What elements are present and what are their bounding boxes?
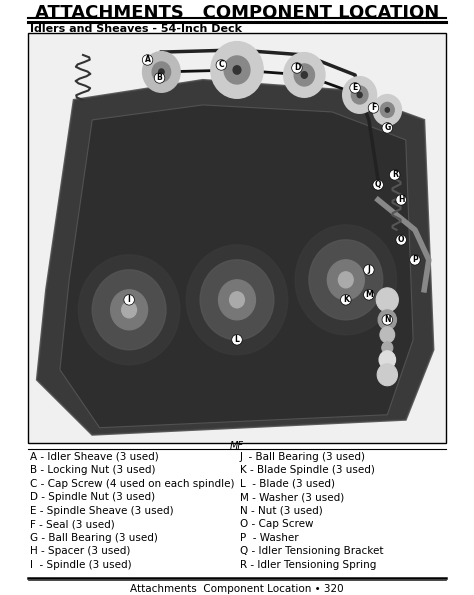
Circle shape (357, 92, 362, 98)
Circle shape (328, 260, 364, 300)
Text: M - Washer (3 used): M - Washer (3 used) (240, 492, 344, 502)
Text: L  - Blade (3 used): L - Blade (3 used) (240, 479, 335, 488)
Text: I: I (128, 295, 130, 304)
Circle shape (78, 255, 180, 365)
Circle shape (219, 280, 255, 320)
Text: O - Cap Screw: O - Cap Screw (240, 519, 313, 529)
Text: H - Spacer (3 used): H - Spacer (3 used) (29, 546, 130, 556)
Text: A: A (145, 55, 150, 64)
Circle shape (374, 95, 401, 125)
Circle shape (224, 56, 250, 84)
Text: I  - Spindle (3 used): I - Spindle (3 used) (29, 560, 131, 569)
Circle shape (338, 272, 353, 288)
Circle shape (380, 327, 395, 343)
Circle shape (343, 77, 376, 113)
Circle shape (309, 240, 383, 320)
Circle shape (295, 225, 397, 335)
Text: A - Idler Sheave (3 used): A - Idler Sheave (3 used) (29, 452, 158, 462)
Polygon shape (60, 105, 413, 428)
Text: E - Spindle Sheave (3 used): E - Spindle Sheave (3 used) (29, 506, 173, 516)
Text: H: H (398, 195, 404, 204)
Circle shape (152, 62, 171, 82)
Text: Attachments  Component Location • 320: Attachments Component Location • 320 (130, 584, 344, 594)
Circle shape (200, 260, 274, 340)
Text: N: N (384, 315, 391, 324)
Circle shape (351, 86, 368, 104)
Text: B - Locking Nut (3 used): B - Locking Nut (3 used) (29, 465, 155, 475)
Text: L: L (235, 336, 239, 345)
Text: D - Spindle Nut (3 used): D - Spindle Nut (3 used) (29, 492, 155, 502)
Text: N - Nut (3 used): N - Nut (3 used) (240, 506, 322, 516)
Text: J: J (367, 265, 370, 274)
Bar (27, 33, 447, 443)
Circle shape (143, 52, 180, 92)
Circle shape (233, 66, 241, 74)
Text: M: M (365, 290, 373, 299)
Circle shape (301, 71, 307, 79)
Text: R: R (392, 170, 398, 179)
Text: MF: MF (230, 441, 244, 451)
Circle shape (294, 64, 314, 86)
Text: C - Cap Screw (4 used on each spindle): C - Cap Screw (4 used on each spindle) (29, 479, 234, 488)
Text: F: F (371, 104, 376, 112)
Circle shape (385, 108, 389, 112)
Polygon shape (37, 80, 433, 435)
Text: D: D (294, 64, 300, 73)
Text: B: B (157, 73, 163, 83)
Text: G - Ball Bearing (3 used): G - Ball Bearing (3 used) (29, 533, 157, 543)
Circle shape (110, 290, 147, 330)
Circle shape (186, 245, 288, 355)
Text: P: P (412, 255, 418, 264)
Circle shape (229, 292, 245, 308)
Text: Idlers and Sheaves - 54-Inch Deck: Idlers and Sheaves - 54-Inch Deck (29, 24, 242, 34)
Text: J  - Ball Bearing (3 used): J - Ball Bearing (3 used) (240, 452, 366, 462)
Text: ATTACHMENTS   COMPONENT LOCATION: ATTACHMENTS COMPONENT LOCATION (35, 4, 439, 22)
Circle shape (382, 342, 393, 354)
Circle shape (92, 270, 166, 350)
Text: O: O (398, 236, 404, 245)
Circle shape (284, 53, 325, 97)
Circle shape (376, 288, 398, 312)
Circle shape (122, 302, 137, 318)
Text: P  - Washer: P - Washer (240, 533, 299, 543)
Circle shape (377, 364, 398, 386)
Circle shape (381, 102, 394, 117)
Text: Q: Q (375, 180, 382, 189)
Text: Q - Idler Tensioning Bracket: Q - Idler Tensioning Bracket (240, 546, 383, 556)
Text: K - Blade Spindle (3 used): K - Blade Spindle (3 used) (240, 465, 374, 475)
Text: K: K (343, 295, 349, 304)
Circle shape (379, 351, 396, 369)
Circle shape (159, 69, 164, 75)
Circle shape (211, 42, 263, 98)
Text: G: G (384, 123, 391, 133)
Text: R - Idler Tensioning Spring: R - Idler Tensioning Spring (240, 560, 376, 569)
Text: F - Seal (3 used): F - Seal (3 used) (29, 519, 114, 529)
Text: E: E (352, 83, 358, 92)
Text: C: C (219, 61, 224, 70)
Circle shape (378, 310, 397, 330)
